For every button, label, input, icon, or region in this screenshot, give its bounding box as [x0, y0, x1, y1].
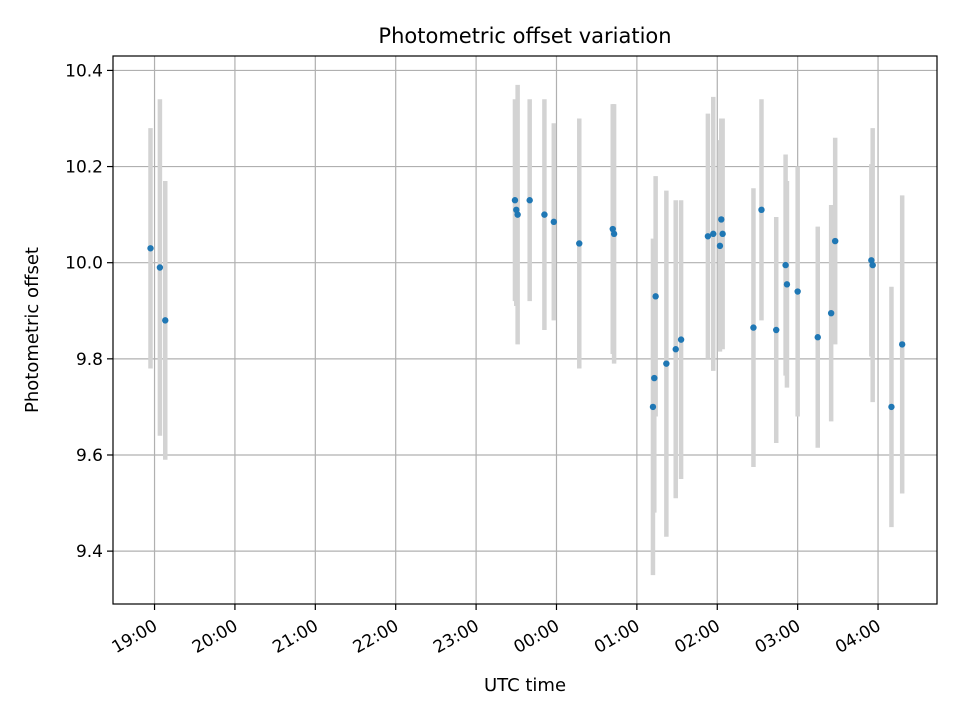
data-point [750, 324, 757, 331]
data-point [541, 211, 548, 218]
data-point [783, 281, 791, 288]
data-point [609, 225, 616, 233]
data-point [719, 230, 726, 238]
data-point [794, 288, 801, 295]
y-tick-label: 10.2 [65, 158, 103, 178]
data-point [782, 261, 789, 269]
data-point [651, 374, 658, 382]
data-point [663, 360, 670, 367]
data-point [162, 317, 169, 324]
grid [113, 56, 937, 604]
data-point [710, 230, 717, 238]
x-axis-label: UTC time [484, 675, 566, 696]
y-tick-label: 9.8 [76, 350, 103, 370]
data-point [869, 261, 876, 269]
data-point [513, 206, 520, 214]
data-point [526, 197, 533, 204]
y-tick-label: 9.6 [76, 446, 103, 466]
data-point [514, 211, 521, 218]
data-point [649, 403, 657, 411]
data-point [827, 309, 835, 317]
data-point [758, 206, 765, 214]
data-point [677, 336, 685, 343]
y-axis: 9.4 9.6 9.8 10.0 10.2 10.4 [65, 61, 113, 562]
data-point [550, 218, 558, 226]
data-point [773, 326, 780, 334]
data-point [704, 233, 712, 240]
chart-title: Photometric offset variation [378, 24, 671, 48]
data-point [814, 334, 821, 341]
data-point [716, 242, 724, 250]
data-point [610, 230, 618, 238]
data-point [672, 346, 679, 353]
y-tick-label: 9.4 [76, 542, 103, 562]
y-tick-label: 10.4 [65, 61, 103, 81]
data-point [576, 240, 583, 247]
data-point [511, 197, 519, 204]
data-point [147, 245, 154, 252]
y-tick-label: 10.0 [65, 254, 103, 274]
data-point [888, 403, 895, 411]
data-points [147, 197, 906, 411]
data-point [898, 341, 906, 348]
y-axis-label: Photometric offset [22, 247, 43, 413]
data-point [156, 264, 164, 271]
data-point [652, 293, 659, 300]
data-point [831, 237, 839, 245]
data-point [868, 257, 875, 264]
data-point [718, 216, 725, 223]
plot-frame [112, 55, 938, 605]
